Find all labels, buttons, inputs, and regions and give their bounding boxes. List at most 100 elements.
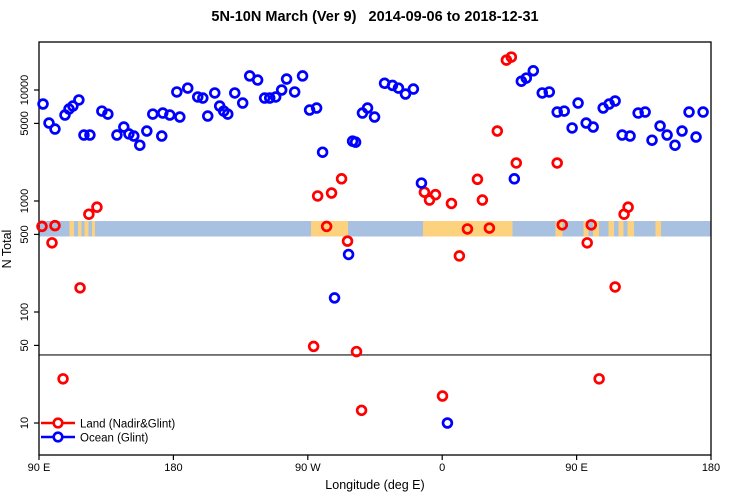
land-point: [341, 235, 354, 247]
ocean-point: [164, 109, 176, 121]
ocean-point: [328, 292, 341, 304]
legend-label-ocean: Ocean (Glint): [80, 433, 149, 445]
ocean-point: [197, 92, 209, 104]
ocean-point: [280, 73, 293, 85]
ocean-point: [609, 95, 621, 107]
ocean-band: [39, 221, 711, 237]
ocean-point: [73, 94, 85, 106]
legend-item-land: Land (Nadir&Glint): [41, 417, 175, 431]
land-legend-circle-icon: [52, 417, 64, 429]
legend: Land (Nadir&Glint) Ocean (Glint): [41, 417, 175, 445]
y-tick-label: 100: [19, 303, 31, 321]
land-point: [436, 390, 449, 402]
x-tick-label: 180: [702, 462, 720, 474]
land-point: [307, 340, 320, 353]
ocean-point: [368, 111, 381, 123]
land-point: [91, 201, 103, 213]
ocean-point: [399, 88, 412, 100]
ocean-point: [236, 97, 249, 109]
land-point: [325, 187, 338, 199]
ocean-point: [508, 173, 521, 185]
land-point: [622, 201, 634, 213]
ocean-point: [181, 82, 194, 94]
plot-border: [38, 41, 712, 456]
ocean-point: [342, 248, 355, 261]
land-point: [593, 373, 605, 385]
land-patch: [655, 221, 661, 237]
ocean-point: [209, 87, 221, 99]
x-axis-title: Longitude (deg E): [325, 478, 424, 492]
ocean-point: [134, 139, 146, 151]
ocean-point: [349, 136, 362, 148]
ocean-point: [49, 123, 61, 135]
ocean-point: [566, 122, 578, 134]
ocean-point: [587, 121, 599, 133]
ocean-point: [78, 129, 90, 141]
ocean-point: [102, 108, 114, 120]
ocean-point: [661, 129, 673, 141]
ocean-point: [201, 110, 214, 122]
land-point: [74, 282, 86, 294]
land-point: [445, 197, 458, 210]
ocean-point: [222, 108, 234, 120]
x-tick-label: 90 E: [565, 462, 588, 474]
ocean-point: [690, 131, 702, 143]
ocean-point: [84, 129, 96, 141]
ocean-point: [191, 91, 204, 103]
ocean-point: [316, 146, 329, 158]
ocean-point: [386, 79, 399, 92]
land-point: [335, 173, 348, 185]
ocean-point: [520, 72, 533, 84]
ocean-point: [639, 106, 651, 118]
ocean-point: [43, 117, 55, 129]
ocean-point: [551, 106, 563, 118]
ocean-point: [441, 417, 454, 429]
ocean-point: [654, 120, 666, 132]
land-patch: [593, 221, 599, 237]
x-tick-label: 90 W: [295, 462, 321, 474]
land-point: [476, 194, 489, 206]
x-tick-label: 0: [439, 462, 445, 474]
ocean-point: [310, 102, 323, 114]
ocean-point: [128, 130, 140, 142]
land-patch: [92, 221, 95, 237]
land-point: [453, 250, 466, 262]
land-point: [429, 188, 442, 201]
land-patch: [618, 221, 624, 237]
land-point: [57, 373, 69, 385]
land-point: [581, 237, 593, 249]
y-tick-label: 1000: [19, 189, 31, 213]
ocean-point: [296, 70, 309, 82]
land-point: [350, 345, 363, 358]
ocean-point: [275, 84, 288, 96]
land-point: [483, 222, 496, 234]
land-point: [46, 237, 58, 249]
ocean-point: [67, 100, 79, 112]
land-point: [461, 223, 474, 235]
ocean-point: [683, 106, 695, 118]
ocean-point: [111, 129, 123, 141]
land-patch: [84, 221, 89, 237]
ocean-point: [527, 65, 540, 77]
land-patch: [627, 221, 635, 237]
ocean-point: [676, 125, 688, 137]
x-tick-label: 180: [164, 462, 182, 474]
ocean-point: [269, 91, 282, 103]
land-patch: [608, 221, 614, 237]
land-point: [311, 190, 324, 202]
ocean-point: [141, 125, 153, 137]
ocean-point: [288, 86, 301, 98]
ocean-point: [392, 82, 405, 94]
land-point: [551, 157, 563, 169]
land-point: [49, 219, 61, 232]
ocean-point: [669, 139, 681, 151]
y-tick-label: 10: [19, 417, 31, 429]
land-point: [355, 404, 368, 417]
ocean-point: [632, 107, 644, 119]
ocean-point: [156, 130, 168, 142]
land-point: [320, 220, 333, 233]
y-tick-label: 500: [19, 225, 31, 243]
y-tick-label: 5000: [19, 111, 31, 135]
